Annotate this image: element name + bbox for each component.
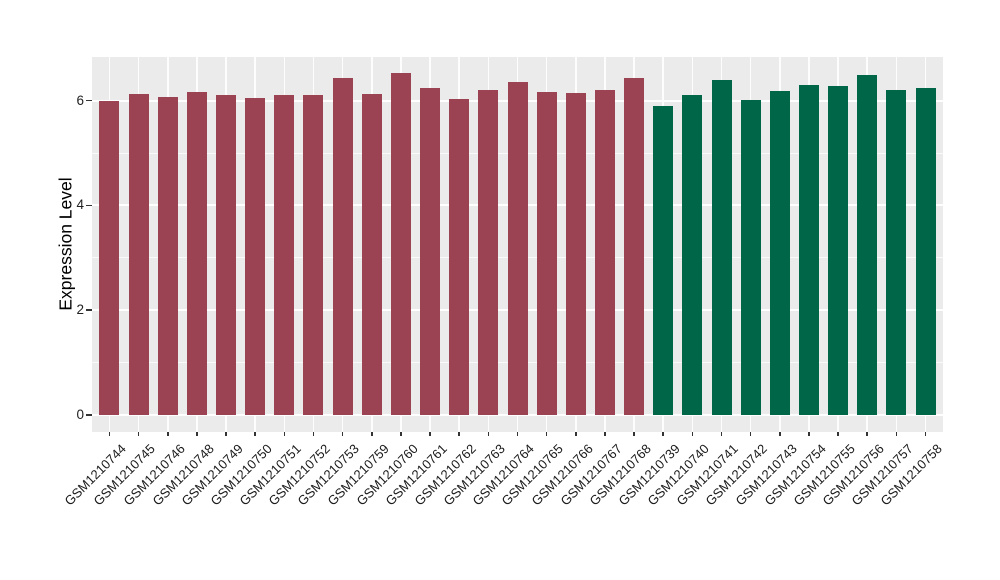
x-tick-mark [458,432,460,436]
bar-GSM1210767 [594,90,615,415]
bar-GSM1210751 [274,94,295,415]
x-tick-mark [400,432,402,436]
x-tick-mark [749,432,752,436]
x-tick-mark [837,432,839,436]
bar-GSM1210743 [769,90,790,415]
x-tick-mark [196,432,198,436]
bar-GSM1210746 [157,96,178,415]
plot-panel [92,57,943,432]
x-tick-mark [254,432,256,436]
x-tick-mark [341,432,344,436]
y-tick-label: 6 [76,92,84,108]
x-tick-mark [575,432,577,436]
x-tick-mark [312,432,315,436]
y-tick-label: 0 [76,407,84,422]
x-tick-mark [691,432,694,436]
major-gridline [92,414,943,416]
bar-GSM1210745 [128,94,149,415]
x-tick-mark [895,432,898,436]
x-tick-mark [924,432,927,436]
y-tick-label: 2 [76,302,84,318]
bar-GSM1210742 [740,99,761,415]
x-tick-mark [633,432,635,436]
bar-GSM1210760 [390,73,411,415]
x-tick-mark [808,432,810,436]
x-tick-mark [720,432,723,436]
x-tick-mark [487,432,490,436]
bar-GSM1210759 [361,93,382,415]
y-tick-label: 4 [76,197,84,213]
bar-GSM1210744 [99,100,120,415]
bar-GSM1210756 [857,75,878,415]
x-tick-mark [371,432,373,436]
x-tick-mark [225,432,227,436]
bar-GSM1210753 [332,78,353,415]
bar-GSM1210768 [624,77,645,415]
bar-GSM1210750 [245,98,266,415]
y-tick-mark [86,309,92,311]
x-tick-mark [866,432,868,436]
x-tick-mark [604,432,606,436]
x-tick-mark [779,432,781,436]
x-tick-mark [662,432,664,436]
bar-GSM1210757 [886,89,907,415]
bar-GSM1210740 [682,95,703,415]
x-tick-mark [283,432,286,436]
bar-GSM1210741 [711,79,732,415]
bar-GSM1210739 [653,105,674,415]
x-tick-mark [137,432,140,436]
bar-GSM1210754 [798,85,819,415]
bar-GSM1210766 [565,92,586,415]
y-tick-mark [86,414,92,416]
x-tick-mark [108,432,111,436]
bar-GSM1210765 [536,92,557,415]
x-tick-mark [429,432,431,436]
bar-GSM1210763 [478,89,499,415]
x-tick-mark [167,432,169,436]
bar-GSM1210762 [449,98,470,415]
bar-GSM1210758 [915,87,936,415]
bar-GSM1210761 [420,87,441,415]
x-tick-mark [545,432,548,436]
bar-GSM1210764 [507,81,528,415]
y-tick-mark [86,204,92,207]
bar-GSM1210755 [828,86,849,415]
x-tick-mark [516,432,519,436]
y-tick-mark [86,99,92,102]
bar-GSM1210752 [303,94,324,415]
bar-GSM1210749 [216,95,237,415]
bar-GSM1210748 [186,92,207,415]
